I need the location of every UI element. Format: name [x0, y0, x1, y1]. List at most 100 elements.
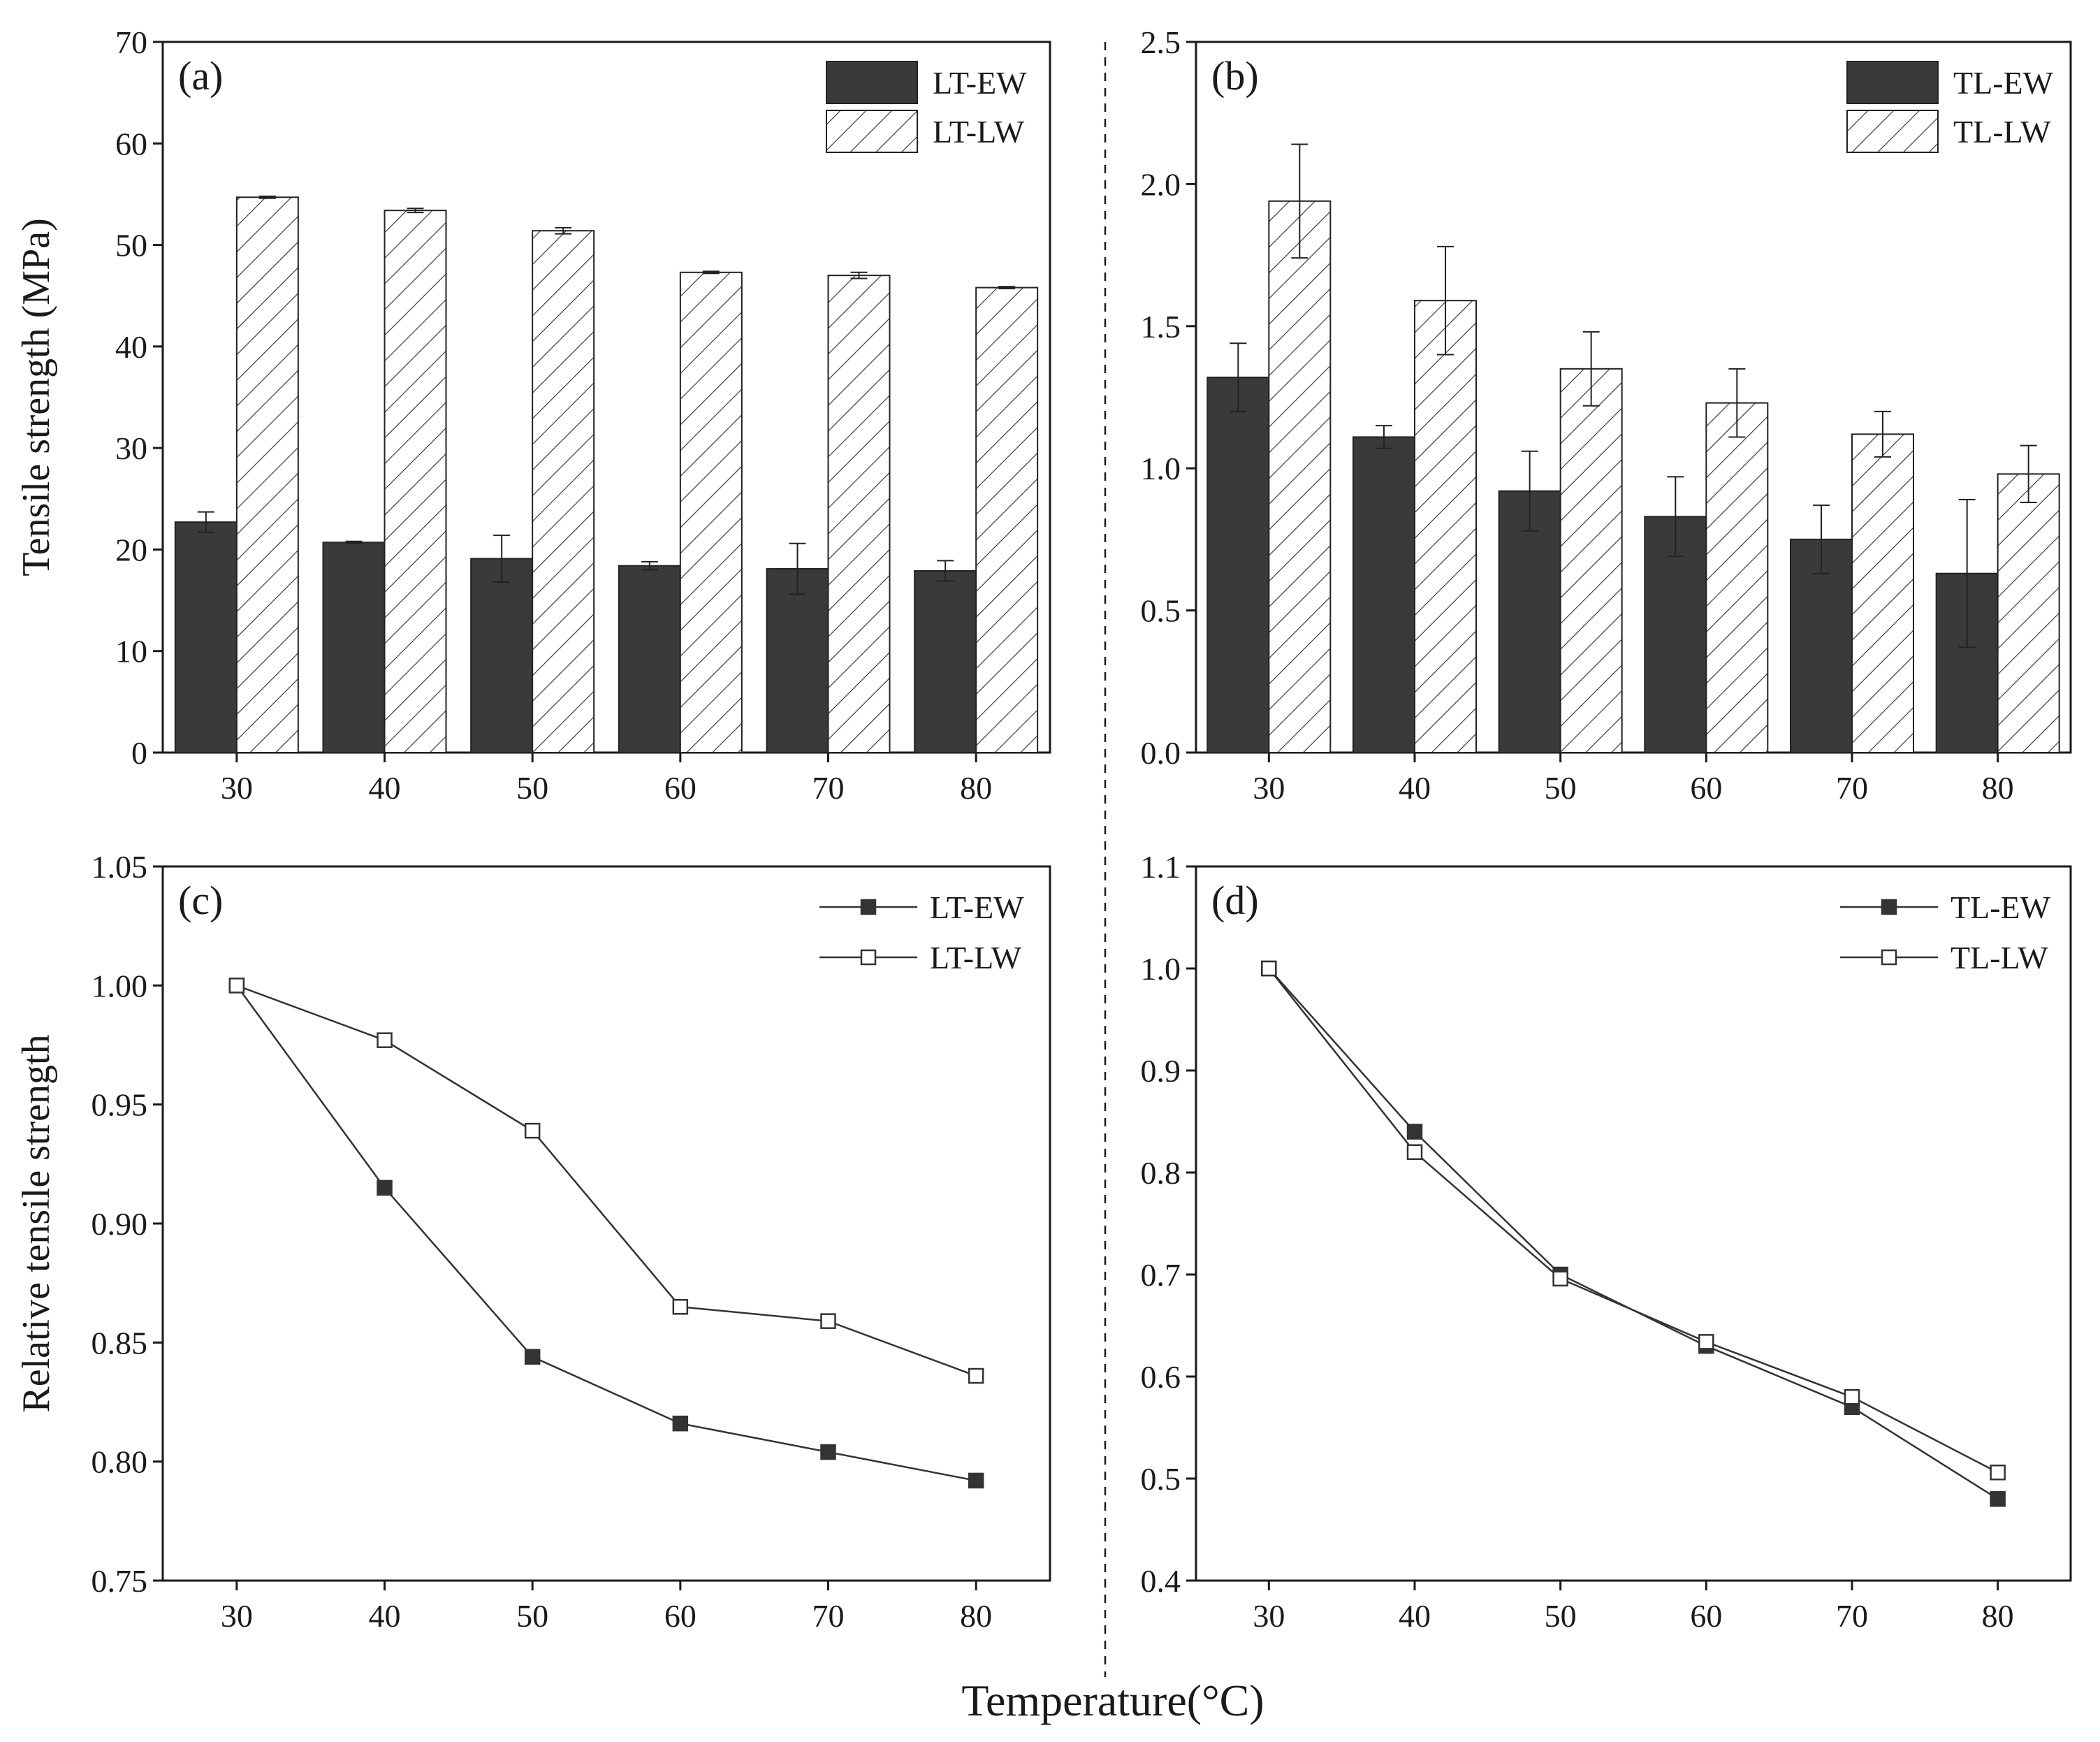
data-point-tl-lw: [1844, 1388, 1860, 1405]
x-tick-label: 50: [1545, 770, 1577, 806]
panel-label: (c): [178, 878, 223, 923]
panel-label: (a): [178, 53, 223, 99]
x-tick-label: 60: [1690, 770, 1722, 806]
data-point-lt-ew: [968, 1472, 984, 1489]
x-tick-label: 80: [960, 770, 992, 806]
x-tick-label: 70: [1836, 770, 1868, 806]
y-tick-label: 0.75: [92, 1563, 148, 1599]
series-line-lt-lw: [236, 985, 977, 1377]
y-tick-label: 1.05: [92, 849, 148, 885]
panel-label: (d): [1211, 878, 1259, 923]
x-tick-label: 80: [1982, 1598, 2014, 1634]
bar-tl-lw: [1268, 200, 1332, 754]
x-tick-label: 70: [812, 1598, 845, 1634]
y-tick-label: 1.0: [1141, 451, 1181, 486]
y-tick-label: 1.5: [1141, 309, 1181, 344]
data-point-lt-lw: [377, 1032, 393, 1048]
plot-frame: [1195, 865, 2072, 1582]
x-tick-label: 50: [1545, 1598, 1577, 1634]
legend-label: LT-EW: [930, 890, 1024, 925]
y-tick-label: 0.6: [1141, 1359, 1181, 1395]
panel-d: 0.4 0.5 0.6 0.7 0.8 0.9 1.0 1.1 (d) 30 40 50 60 70 80 T…: [1141, 849, 2072, 1634]
bar-tl-lw: [1851, 433, 1914, 753]
legend-label: LT-LW: [930, 940, 1022, 975]
data-point-lt-ew: [820, 1444, 836, 1460]
y-tick-label: 0.90: [92, 1206, 148, 1242]
bar-lt-ew: [470, 558, 534, 753]
y-tick-label: 0.4: [1141, 1563, 1181, 1599]
data-point-lt-lw: [968, 1367, 984, 1384]
y-tick-label: 40: [115, 329, 147, 365]
legend-marker-tl-ew: [1881, 899, 1897, 915]
bar-tl-lw: [1705, 402, 1769, 753]
y-tick-label: 0.95: [92, 1087, 148, 1123]
y-axis-title: Tensile strength (MPa): [15, 218, 58, 576]
legend-swatch-lt-ew: [826, 61, 918, 104]
plot-frame: [1195, 41, 2072, 754]
x-tick-label: 30: [1253, 770, 1285, 806]
legend-marker-lt-lw: [860, 949, 877, 966]
y-tick-label: 0.5: [1141, 1461, 1181, 1497]
bar-lt-ew: [322, 542, 386, 753]
x-tick-label: 40: [1399, 1598, 1431, 1634]
bar-tl-lw: [1997, 473, 2060, 753]
y-tick-label: 2.0: [1141, 166, 1181, 202]
y-tick-label: 0.9: [1141, 1053, 1181, 1089]
data-point-tl-ew: [1990, 1490, 2006, 1507]
x-tick-label: 30: [1253, 1598, 1285, 1634]
data-point-tl-ew: [1406, 1124, 1423, 1140]
y-tick-label: 1.00: [92, 968, 148, 1003]
series-line-tl-ew: [1268, 968, 1999, 1500]
legend-marker-tl-lw: [1881, 949, 1897, 966]
bar-lt-ew: [914, 569, 977, 754]
y-tick-label: 10: [115, 634, 147, 669]
bar-lt-lw: [827, 275, 891, 753]
bar-lt-lw: [975, 286, 1039, 753]
data-point-lt-ew: [524, 1349, 541, 1365]
bar-lt-lw: [532, 230, 595, 753]
y-tick-label: 2.5: [1141, 24, 1181, 60]
bar-lt-lw: [384, 210, 447, 754]
series-line-lt-ew: [235, 985, 977, 1482]
x-tick-label: 40: [369, 770, 401, 806]
legend-label: LT-LW: [933, 114, 1025, 150]
y-tick-label: 0.7: [1141, 1257, 1181, 1293]
x-tick-label: 60: [664, 1598, 697, 1634]
bar-tl-lw: [1559, 368, 1623, 753]
panel-a: 0 10 20 30 40 50 60 70 Tensile strength (MPa) (a)…: [15, 24, 1051, 806]
bar-lt-ew: [618, 565, 681, 753]
x-tick-label: 30: [221, 770, 253, 806]
data-point-tl-lw: [1990, 1464, 2006, 1481]
y-tick-label: 60: [115, 126, 147, 161]
bar-lt-lw: [679, 271, 743, 753]
y-axis-title: Relative tensile strength: [15, 1034, 58, 1412]
y-tick-label: 0.80: [92, 1444, 148, 1480]
y-tick-label: 1.1: [1141, 849, 1181, 885]
data-point-lt-ew: [672, 1415, 689, 1432]
y-tick-label: 50: [115, 228, 147, 263]
bar-tl-lw: [1414, 300, 1477, 753]
legend-label: TL-EW: [1950, 890, 2051, 925]
panel-c: 0.75 0.80 0.85 0.90 0.95 1.00 1.05 Relative ten…: [15, 849, 1051, 1634]
y-tick-label: 1.0: [1141, 951, 1181, 987]
bar-lt-ew: [766, 568, 829, 753]
x-tick-label: 60: [1690, 1598, 1722, 1634]
panel-b: 0.0 0.5 1.0 1.5 2.0 2.5 (b) 30 40 50 60 70 80 TL-EW TL…: [1141, 24, 2072, 806]
bar-tl-ew: [1498, 490, 1561, 754]
data-point-lt-lw: [672, 1298, 689, 1315]
x-tick-label: 40: [369, 1598, 401, 1634]
bar-lt-ew: [174, 521, 238, 753]
y-tick-label: 0.85: [92, 1325, 148, 1360]
x-tick-label: 80: [1982, 770, 2014, 806]
data-point-tl-lw: [1261, 960, 1277, 977]
y-tick-label: 0.0: [1141, 735, 1181, 771]
series-line-tl-lw: [1268, 968, 1999, 1474]
y-tick-label: 70: [115, 24, 147, 60]
x-tick-label: 30: [221, 1598, 253, 1634]
data-point-tl-lw: [1406, 1144, 1423, 1161]
y-tick-label: 20: [115, 532, 147, 567]
plot-frame: [161, 865, 1051, 1582]
x-tick-label: 50: [516, 1598, 548, 1634]
legend-label: LT-EW: [933, 65, 1027, 101]
